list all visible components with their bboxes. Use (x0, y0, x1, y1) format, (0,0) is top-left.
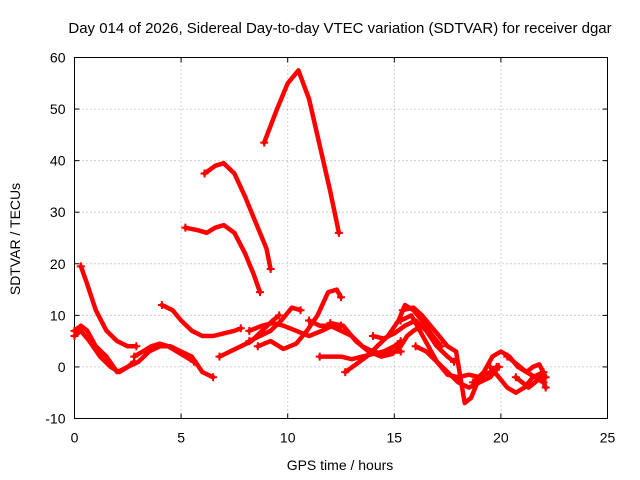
series-track-10 (245, 305, 305, 346)
y-tick-label: 50 (50, 101, 66, 117)
series-line (261, 68, 342, 236)
series-line (317, 338, 403, 362)
series-track-03 (70, 328, 218, 382)
data-point-marker (70, 331, 79, 340)
data-point-marker (305, 316, 314, 325)
data-point-marker (157, 301, 166, 310)
series-line (255, 287, 344, 352)
data-point-marker (255, 288, 264, 297)
series-line (413, 344, 499, 380)
x-tick-label: 0 (71, 430, 79, 446)
series-track-08 (215, 311, 284, 361)
data-point-marker (245, 337, 254, 346)
x-tick-label: 15 (387, 430, 403, 446)
x-tick-label: 20 (493, 430, 509, 446)
series-line (400, 305, 489, 406)
data-point-marker (189, 357, 198, 366)
data-point-marker (337, 293, 345, 302)
data-point-marker (266, 264, 275, 273)
y-tick-label: -10 (45, 411, 65, 427)
data-point-marker (334, 228, 343, 237)
data-point-marker (511, 373, 520, 382)
y-tick-label: 20 (50, 256, 66, 272)
series-track-06 (181, 222, 264, 297)
data-point-marker (209, 373, 218, 382)
data-point-marker (76, 262, 85, 271)
x-tick-label: 10 (280, 430, 296, 446)
y-tick-label: 40 (50, 153, 66, 169)
data-point-marker (215, 352, 224, 361)
y-axis-label: SDTVAR / TECUs (7, 183, 23, 295)
chart-title: Day 014 of 2026, Sidereal Day-to-day VTE… (68, 20, 611, 37)
data-point-marker (396, 316, 405, 325)
data-point-marker (132, 342, 141, 351)
series-track-07 (200, 160, 275, 273)
data-point-marker (253, 342, 262, 351)
x-axis-label: GPS time / hours (287, 457, 394, 473)
data-point-marker (296, 306, 305, 315)
series-line (505, 354, 548, 380)
y-tick-label: 10 (50, 307, 66, 323)
data-point-marker (398, 306, 407, 315)
x-tick-label: 5 (177, 430, 185, 446)
data-point-marker (260, 138, 269, 147)
series-line (131, 341, 197, 365)
data-point-marker (469, 378, 478, 387)
data-point-marker (341, 368, 350, 377)
series-track-04 (130, 341, 198, 366)
series-line (202, 160, 273, 272)
data-point-marker (411, 342, 420, 351)
data-point-marker (130, 352, 139, 361)
x-tick-label: 25 (600, 430, 616, 446)
series-track-24 (511, 373, 550, 392)
y-tick-label: 60 (50, 50, 66, 66)
grid (74, 57, 608, 419)
series-line (328, 320, 425, 359)
data-point-marker (326, 319, 335, 328)
data-point-marker (245, 326, 254, 335)
series-track-05 (157, 301, 245, 339)
series-line (72, 328, 216, 380)
data-point-marker (315, 352, 324, 361)
y-axis-ticks: -10 0 10 20 30 40 50 60 (45, 50, 608, 427)
data-point-marker (503, 352, 512, 361)
series-track-11 (253, 287, 345, 352)
series-track-13 (315, 337, 405, 362)
series-line (247, 305, 303, 344)
data-point-marker (181, 223, 190, 232)
y-tick-label: 0 (58, 359, 66, 375)
y-tick-label: 30 (50, 204, 66, 220)
series-track-02 (76, 262, 141, 351)
series-line (159, 302, 244, 339)
data-point-marker (275, 311, 284, 320)
series-group (70, 68, 550, 406)
data-point-marker (486, 362, 495, 371)
series-track-12 (260, 68, 343, 237)
series-line (78, 264, 139, 349)
series-line (183, 222, 263, 295)
data-point-marker (200, 169, 209, 178)
series-line (487, 364, 546, 395)
series-line (513, 374, 548, 390)
data-point-marker (541, 383, 550, 392)
x-axis-ticks: 0 5 10 15 20 25 (71, 57, 616, 446)
data-point-marker (236, 324, 245, 333)
plot-frame (74, 57, 608, 419)
data-point-marker (368, 331, 377, 340)
